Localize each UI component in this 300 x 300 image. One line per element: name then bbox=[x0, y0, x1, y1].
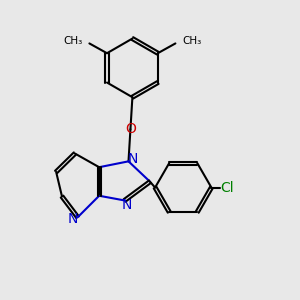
Text: N: N bbox=[121, 198, 132, 212]
Text: N: N bbox=[68, 212, 78, 226]
Text: CH₃: CH₃ bbox=[182, 37, 202, 46]
Text: Cl: Cl bbox=[220, 181, 234, 194]
Text: O: O bbox=[125, 122, 136, 136]
Text: N: N bbox=[128, 152, 138, 167]
Text: CH₃: CH₃ bbox=[63, 37, 83, 46]
